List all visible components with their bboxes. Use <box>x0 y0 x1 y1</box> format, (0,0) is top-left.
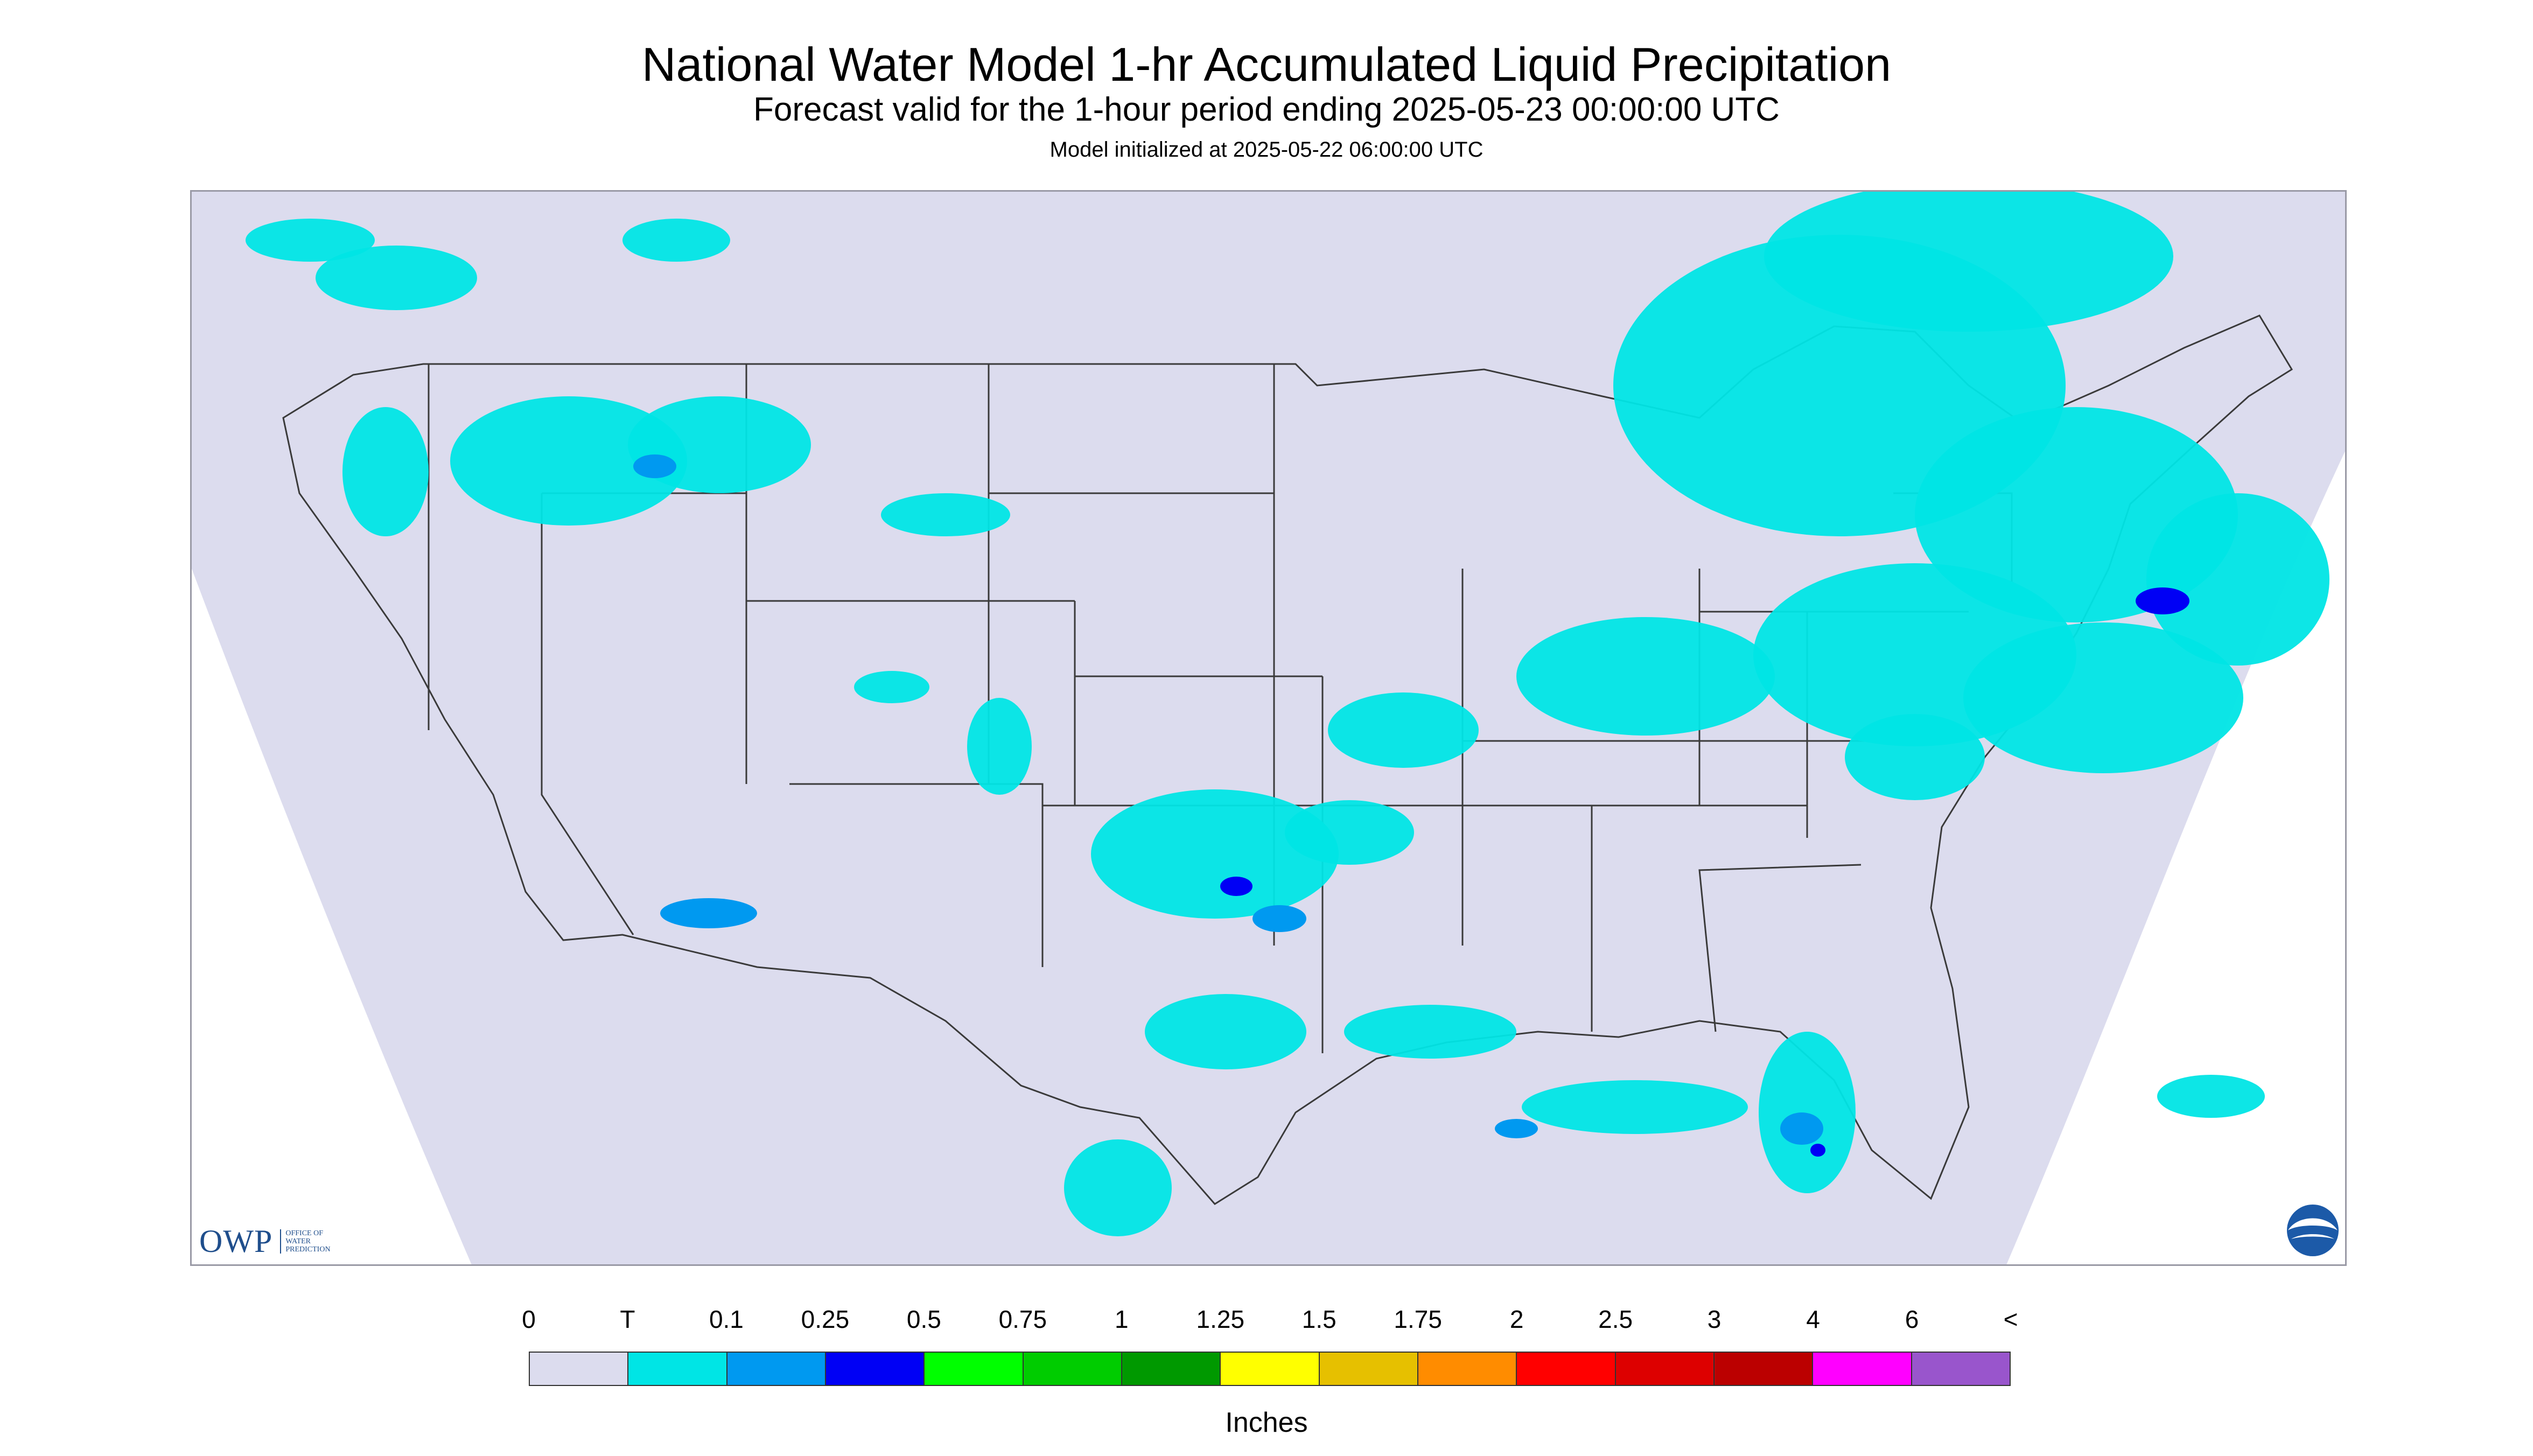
legend-labels: 0 T 0.1 0.25 0.5 0.75 1 1.25 1.5 1.75 2 2.5 3 4 6 < <box>0 1303 2533 1341</box>
legend-swatch <box>727 1353 826 1385</box>
legend-swatch <box>1418 1353 1517 1385</box>
legend-color-bar <box>529 1352 2011 1386</box>
map-title: National Water Model 1-hr Accumulated Li… <box>641 38 1892 91</box>
legend-swatch <box>628 1353 727 1385</box>
legend-label: 1.75 <box>1394 1305 1442 1333</box>
owp-logo-text: OFFICE OF WATER PREDICTION <box>280 1229 331 1254</box>
model-init-line: Model initialized at 2025-05-22 06:00:00… <box>1049 138 1484 162</box>
legend-swatch <box>825 1353 925 1385</box>
noaa-icon <box>2287 1205 2339 1256</box>
legend-swatch <box>1221 1353 1320 1385</box>
map-subtitle: Forecast valid for the 1-hour period end… <box>753 91 1780 128</box>
legend-label: 6 <box>1905 1305 1919 1333</box>
legend-label: 3 <box>1707 1305 1722 1333</box>
legend-label: < <box>2003 1305 2018 1333</box>
precip-trace <box>246 192 2329 1236</box>
legend-label: 0.25 <box>801 1305 850 1333</box>
legend-label: 2 <box>1509 1305 1524 1333</box>
legend-label: 0.5 <box>906 1305 941 1333</box>
legend-label: 2.5 <box>1598 1305 1633 1333</box>
legend-swatch <box>530 1353 629 1385</box>
legend-swatch <box>1517 1353 1616 1385</box>
owp-logo: OWP OFFICE OF WATER PREDICTION <box>199 1222 331 1260</box>
legend-label: 0 <box>522 1305 536 1333</box>
legend-label: T <box>620 1305 635 1333</box>
legend-units: Inches <box>1225 1407 1308 1438</box>
legend-swatch <box>1912 1353 2010 1385</box>
legend-swatch <box>1615 1353 1715 1385</box>
legend-swatch <box>1319 1353 1418 1385</box>
precip-0-25 <box>1220 587 2189 1157</box>
legend-label: 0.1 <box>709 1305 744 1333</box>
legend-label: 0.75 <box>998 1305 1047 1333</box>
legend-label: 1.5 <box>1302 1305 1337 1333</box>
legend-swatch <box>1813 1353 1912 1385</box>
map-frame[interactable] <box>190 190 2347 1266</box>
legend-swatch <box>925 1353 1024 1385</box>
legend-label: 1 <box>1115 1305 1129 1333</box>
precip-0-1 <box>633 454 1823 1145</box>
legend-swatch <box>1023 1353 1122 1385</box>
legend-label: 1.25 <box>1196 1305 1245 1333</box>
us-precip-map[interactable] <box>192 192 2346 1265</box>
owp-logo-mark: OWP <box>199 1223 273 1259</box>
legend-swatch <box>1122 1353 1221 1385</box>
projection-edge-left <box>192 569 472 1264</box>
legend-swatch <box>1714 1353 1814 1385</box>
legend-label: 4 <box>1806 1305 1820 1333</box>
